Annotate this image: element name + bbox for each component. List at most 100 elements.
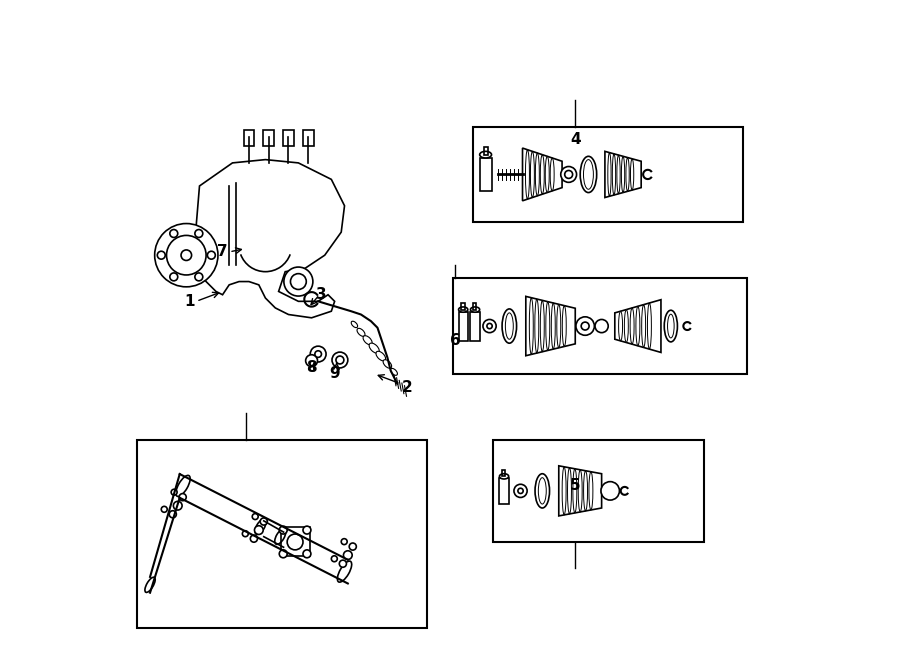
Text: 7: 7: [217, 244, 228, 260]
Ellipse shape: [589, 472, 593, 510]
Ellipse shape: [578, 470, 582, 512]
Circle shape: [310, 346, 326, 362]
Ellipse shape: [540, 301, 544, 352]
Circle shape: [279, 526, 287, 534]
Ellipse shape: [612, 154, 616, 195]
Bar: [473, 303, 476, 310]
Circle shape: [564, 171, 572, 178]
Ellipse shape: [500, 474, 508, 479]
Ellipse shape: [557, 305, 561, 348]
Ellipse shape: [621, 156, 625, 193]
Ellipse shape: [369, 343, 379, 354]
Bar: [264, 130, 274, 146]
Circle shape: [252, 514, 258, 520]
Ellipse shape: [176, 475, 190, 496]
Circle shape: [242, 531, 248, 537]
Circle shape: [576, 317, 594, 335]
Circle shape: [306, 355, 318, 367]
Circle shape: [250, 535, 257, 542]
Ellipse shape: [274, 529, 285, 544]
Ellipse shape: [530, 152, 535, 197]
Bar: [461, 303, 464, 310]
Polygon shape: [526, 297, 575, 355]
Circle shape: [514, 485, 527, 497]
Bar: [493, 440, 704, 542]
Circle shape: [155, 224, 218, 287]
Circle shape: [170, 230, 177, 238]
Circle shape: [169, 510, 176, 518]
Ellipse shape: [459, 307, 468, 312]
Polygon shape: [193, 160, 345, 318]
Polygon shape: [523, 148, 562, 201]
Bar: [284, 130, 293, 146]
Bar: [502, 470, 506, 477]
Circle shape: [483, 320, 496, 332]
Polygon shape: [605, 152, 641, 197]
Ellipse shape: [535, 474, 550, 508]
Ellipse shape: [545, 156, 549, 193]
Ellipse shape: [583, 471, 588, 511]
Circle shape: [255, 526, 263, 534]
Bar: [459, 312, 468, 340]
Bar: [480, 158, 491, 191]
Ellipse shape: [538, 478, 546, 504]
Polygon shape: [615, 300, 661, 352]
Circle shape: [331, 556, 338, 562]
Circle shape: [170, 273, 177, 281]
Text: 3: 3: [316, 287, 327, 303]
Ellipse shape: [545, 302, 550, 350]
Bar: [244, 130, 254, 146]
Ellipse shape: [506, 313, 513, 339]
Circle shape: [195, 230, 203, 238]
Circle shape: [260, 518, 267, 525]
Ellipse shape: [536, 153, 539, 196]
Circle shape: [303, 526, 310, 534]
Text: 6: 6: [450, 334, 461, 348]
Circle shape: [207, 252, 215, 259]
Ellipse shape: [535, 299, 539, 353]
Ellipse shape: [583, 160, 593, 189]
Ellipse shape: [383, 359, 392, 368]
Ellipse shape: [357, 328, 365, 336]
Ellipse shape: [631, 159, 634, 190]
Ellipse shape: [618, 311, 623, 341]
Text: 1: 1: [184, 294, 195, 309]
Circle shape: [284, 267, 313, 296]
Circle shape: [349, 543, 356, 550]
Ellipse shape: [529, 298, 534, 354]
Text: 9: 9: [329, 366, 340, 381]
Polygon shape: [559, 466, 601, 516]
Circle shape: [291, 273, 306, 289]
Ellipse shape: [351, 321, 357, 328]
Ellipse shape: [338, 561, 352, 582]
Ellipse shape: [540, 155, 544, 194]
Bar: [454, 278, 747, 374]
Ellipse shape: [616, 155, 620, 194]
Ellipse shape: [608, 153, 611, 196]
Circle shape: [601, 482, 619, 500]
Ellipse shape: [642, 305, 645, 348]
Ellipse shape: [376, 352, 385, 361]
Circle shape: [174, 501, 182, 510]
Ellipse shape: [480, 152, 491, 158]
Text: 8: 8: [306, 359, 317, 375]
Ellipse shape: [526, 150, 529, 199]
Circle shape: [332, 352, 347, 368]
Circle shape: [487, 324, 492, 329]
Ellipse shape: [471, 307, 480, 312]
Circle shape: [303, 550, 310, 558]
Ellipse shape: [573, 469, 577, 513]
Ellipse shape: [562, 306, 566, 346]
Bar: [483, 147, 488, 155]
Bar: [471, 312, 480, 340]
Ellipse shape: [568, 468, 572, 514]
Circle shape: [279, 550, 287, 558]
Circle shape: [341, 539, 347, 545]
Circle shape: [336, 356, 344, 364]
Ellipse shape: [664, 310, 678, 342]
Ellipse shape: [255, 519, 266, 534]
Text: 5: 5: [570, 479, 580, 493]
Ellipse shape: [562, 467, 566, 515]
Circle shape: [518, 488, 523, 493]
Circle shape: [595, 320, 608, 332]
